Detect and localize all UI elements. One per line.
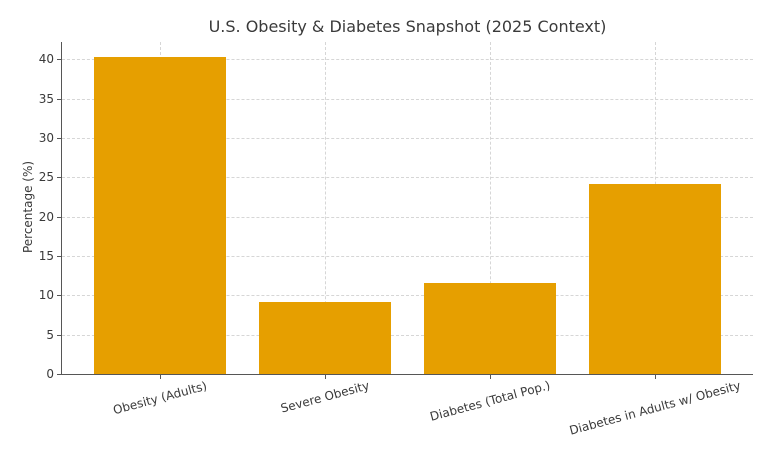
x-tick-label: Diabetes (Total Pop.) (428, 378, 552, 424)
gridline-h (62, 216, 753, 218)
x-tick-mark (490, 375, 491, 379)
y-tick-label: 20 (38, 209, 54, 224)
y-tick-mark (57, 216, 61, 218)
x-tick-mark (325, 375, 326, 379)
x-tick-mark (655, 375, 656, 379)
bar-1 (94, 56, 226, 374)
chart-title: U.S. Obesity & Diabetes Snapshot (2025 C… (208, 17, 607, 36)
y-tick-label: 30 (38, 130, 54, 145)
bar-4 (589, 183, 721, 374)
y-tick-label: 5 (46, 327, 54, 342)
y-tick-mark (57, 137, 61, 139)
y-tick-label: 40 (38, 52, 54, 67)
gridline-v (490, 42, 491, 374)
gridline-v (325, 42, 326, 374)
y-tick-label: 0 (46, 367, 54, 381)
y-axis-spine (61, 42, 62, 374)
gridline-h (62, 137, 753, 139)
x-tick-label: Severe Obesity (279, 378, 371, 416)
x-tick-label: Diabetes in Adults w/ Obesity (567, 378, 743, 438)
gridline-h (62, 177, 753, 179)
x-axis-spine (61, 374, 753, 375)
y-tick-mark (57, 255, 61, 257)
y-axis-label: Percentage (%) (21, 160, 35, 254)
y-tick-label: 35 (38, 91, 54, 106)
y-tick-mark (57, 177, 61, 179)
y-tick-mark (57, 295, 61, 297)
gridline-h (62, 255, 753, 257)
x-tick-label: Obesity (Adults) (111, 378, 209, 417)
y-tick-label: 25 (38, 170, 54, 185)
y-tick-mark (57, 98, 61, 100)
y-tick-label: 15 (38, 248, 54, 263)
bar-3 (424, 282, 556, 374)
bar-2 (259, 301, 391, 374)
gridline-h (62, 59, 753, 61)
plot-area (61, 42, 753, 375)
gridline-h (62, 334, 753, 336)
x-tick-mark (160, 375, 161, 379)
y-tick-mark (57, 59, 61, 61)
gridline-h (62, 295, 753, 297)
y-tick-label: 10 (38, 288, 54, 303)
gridline-h (62, 98, 753, 100)
y-tick-mark (57, 334, 61, 336)
y-tick-mark (57, 374, 61, 375)
